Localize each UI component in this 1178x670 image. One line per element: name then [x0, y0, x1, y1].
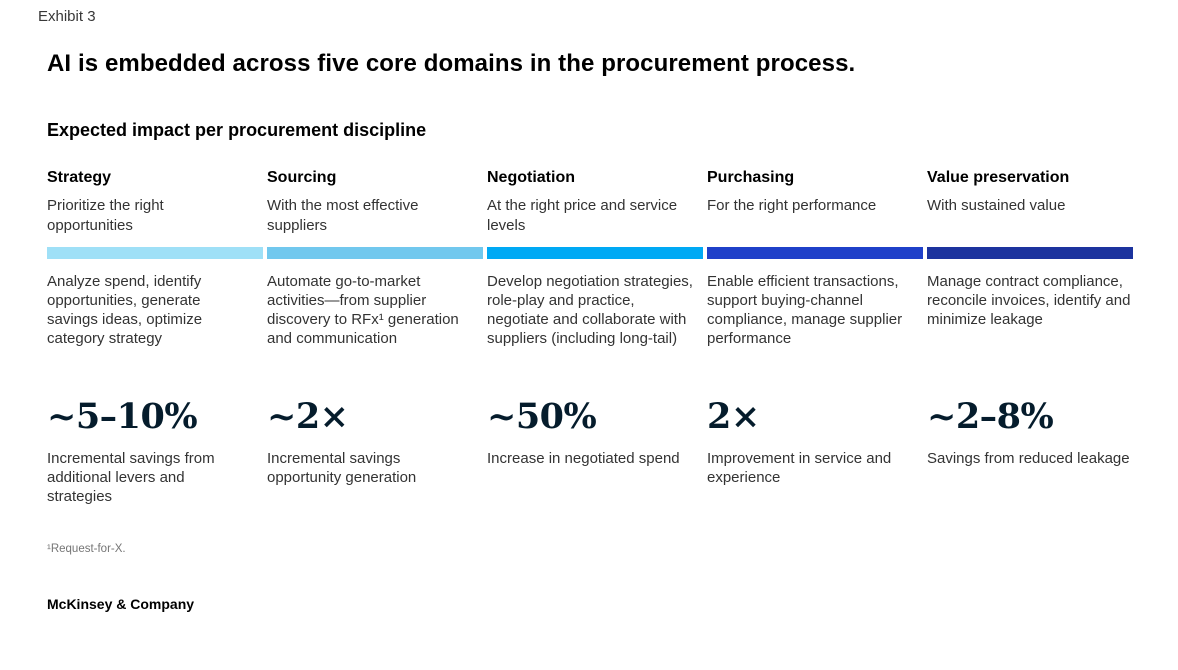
color-scale-bar — [487, 247, 703, 259]
exhibit-label: Exhibit 3 — [38, 8, 96, 25]
column-negotiation: Negotiation At the right price and servi… — [487, 169, 703, 525]
column-subtitle: At the right price and service levels — [487, 197, 678, 234]
column-subtitle: With the most effective suppliers — [267, 197, 419, 234]
column-subtitle: With sustained value — [927, 197, 1066, 214]
column-stat-label: Incremental savings opportunity generati… — [267, 450, 417, 486]
column-sourcing: Sourcing With the most effective supplie… — [267, 169, 483, 525]
column-stat-label: Incremental savings from additional leve… — [47, 450, 215, 505]
column-header: Sourcing — [267, 169, 337, 186]
column-strategy: Strategy Prioritize the right opportunit… — [47, 169, 263, 525]
mckinsey-company-logo: McKinsey & Company — [47, 596, 195, 612]
column-description: Analyze spend, identify opportunities, g… — [47, 273, 203, 347]
column-stat-value: ~2–8% — [927, 396, 1054, 437]
color-scale-bar — [267, 247, 483, 259]
column-description: Enable efficient transactions, support b… — [707, 273, 903, 347]
color-scale-bar — [47, 247, 263, 259]
exhibit-title: AI is embedded across five core domains … — [47, 50, 856, 77]
column-purchasing: Purchasing For the right performance Ena… — [707, 169, 923, 525]
column-value-preservation: Value preservation With sustained value … — [927, 169, 1133, 525]
column-stat-value: ~5–10% — [47, 396, 198, 437]
column-header: Value preservation — [927, 169, 1070, 186]
column-stat-label: Savings from reduced leakage — [927, 450, 1130, 467]
column-header: Purchasing — [707, 169, 795, 186]
column-subtitle: For the right performance — [707, 197, 877, 214]
column-header: Negotiation — [487, 169, 575, 186]
disciplines-grid: Strategy Prioritize the right opportunit… — [47, 169, 1133, 525]
column-stat-label: Increase in negotiated spend — [487, 450, 680, 467]
footnote: ¹Request-for-X. — [47, 543, 126, 555]
section-heading: Expected impact per procurement discipli… — [47, 120, 427, 140]
column-stat-label: Improvement in service and experience — [707, 450, 892, 486]
color-scale-bar — [707, 247, 923, 259]
column-description: Manage contract compliance, reconcile in… — [927, 273, 1131, 328]
column-description: Automate go-to-market activities—from su… — [267, 273, 459, 347]
column-stat-value: ~50% — [487, 396, 597, 437]
column-stat-value: ~2× — [267, 396, 349, 437]
column-subtitle: Prioritize the right opportunities — [47, 197, 164, 234]
column-stat-value: 2× — [707, 396, 760, 437]
column-header: Strategy — [47, 169, 112, 186]
color-scale-bar — [927, 247, 1133, 259]
column-description: Develop negotiation strategies, role-pla… — [487, 273, 693, 347]
